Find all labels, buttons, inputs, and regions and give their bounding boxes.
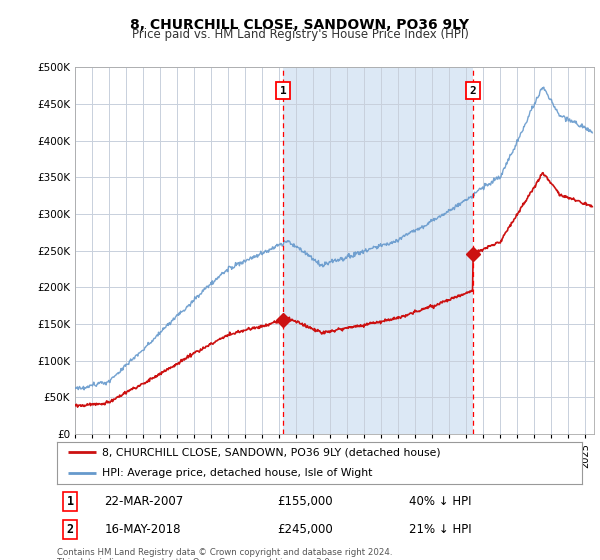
- Text: 16-MAY-2018: 16-MAY-2018: [104, 523, 181, 536]
- Text: 40% ↓ HPI: 40% ↓ HPI: [409, 495, 471, 508]
- Text: 2: 2: [469, 86, 476, 96]
- Text: Contains HM Land Registry data © Crown copyright and database right 2024.
This d: Contains HM Land Registry data © Crown c…: [57, 548, 392, 560]
- Text: £245,000: £245,000: [277, 523, 333, 536]
- Bar: [473, 67, 594, 434]
- Text: 8, CHURCHILL CLOSE, SANDOWN, PO36 9LY: 8, CHURCHILL CLOSE, SANDOWN, PO36 9LY: [131, 18, 470, 32]
- Text: 8, CHURCHILL CLOSE, SANDOWN, PO36 9LY (detached house): 8, CHURCHILL CLOSE, SANDOWN, PO36 9LY (d…: [101, 447, 440, 458]
- Text: 1: 1: [280, 86, 286, 96]
- Text: 21% ↓ HPI: 21% ↓ HPI: [409, 523, 472, 536]
- Text: 1: 1: [67, 495, 74, 508]
- Text: 2: 2: [67, 523, 74, 536]
- Text: 22-MAR-2007: 22-MAR-2007: [104, 495, 184, 508]
- Text: £155,000: £155,000: [277, 495, 333, 508]
- Bar: [75, 67, 283, 434]
- Text: Price paid vs. HM Land Registry's House Price Index (HPI): Price paid vs. HM Land Registry's House …: [131, 28, 469, 41]
- Text: HPI: Average price, detached house, Isle of Wight: HPI: Average price, detached house, Isle…: [101, 469, 372, 478]
